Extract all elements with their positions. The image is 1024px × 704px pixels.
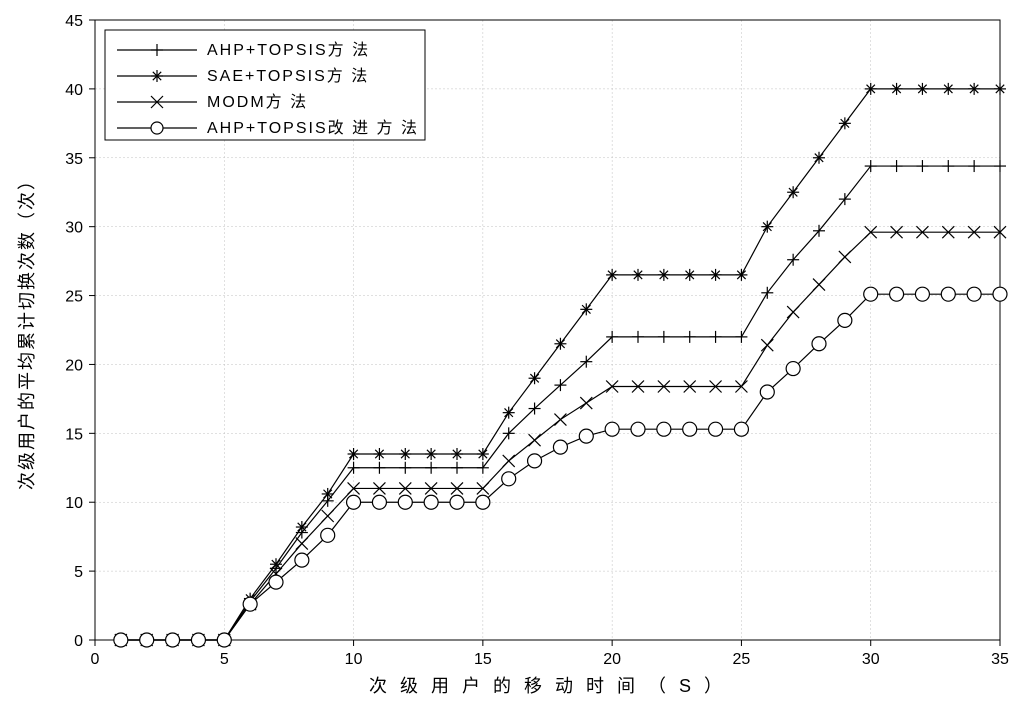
svg-text:25: 25 [733,651,751,668]
svg-text:15: 15 [474,651,492,668]
svg-text:20: 20 [65,357,83,374]
svg-text:15: 15 [65,426,83,443]
svg-text:25: 25 [65,289,83,306]
svg-text:45: 45 [65,13,83,30]
svg-text:10: 10 [345,651,363,668]
svg-text:5: 5 [220,651,229,668]
svg-text:0: 0 [74,633,83,650]
legend-label-3: AHP+TOPSIS改 进 方 法 [207,119,419,137]
y-axis-label: 次级用户的平均累计切换次数（次） [17,170,37,490]
legend-label-1: SAE+TOPSIS方 法 [207,67,369,85]
series-AHP+TOPSIS [121,166,1000,640]
legend-label-2: MODM方 法 [207,93,308,111]
svg-text:30: 30 [65,220,83,237]
svg-text:10: 10 [65,495,83,512]
svg-text:35: 35 [65,151,83,168]
svg-text:30: 30 [862,651,880,668]
svg-text:20: 20 [603,651,621,668]
line-chart: 0 5 10 15 20 25 30 35 0 5 10 15 20 25 30 35 40 45 次 级 用 户 … [0,0,1024,704]
svg-text:35: 35 [991,651,1009,668]
chart-container: 0 5 10 15 20 25 30 35 0 5 10 15 20 25 30 35 40 45 次 级 用 户 … [0,0,1024,704]
legend-label-0: AHP+TOPSIS方 法 [207,41,370,59]
x-axis-label: 次 级 用 户 的 移 动 时 间 （ S ） [369,676,726,696]
svg-text:0: 0 [91,651,100,668]
svg-text:5: 5 [74,564,83,581]
svg-text:40: 40 [65,82,83,99]
